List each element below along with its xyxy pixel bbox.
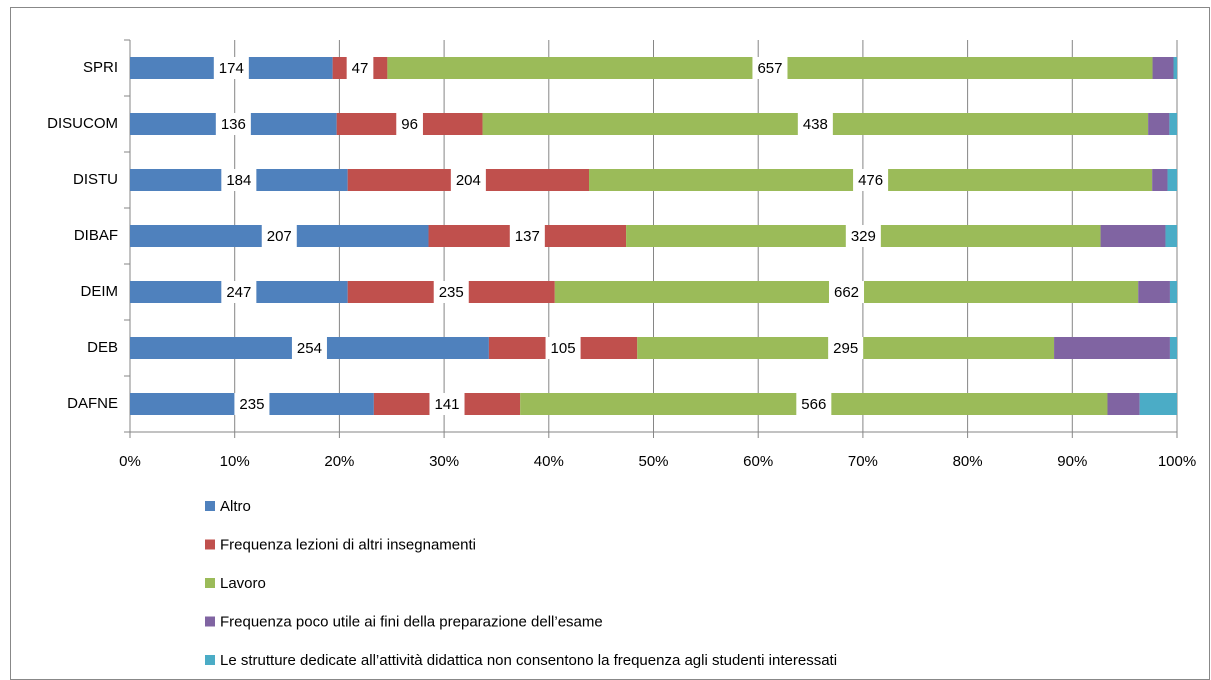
x-tick-label: 80%: [953, 453, 983, 470]
data-label-bg: [853, 169, 889, 191]
data-label: 105: [551, 340, 576, 357]
bar-segment: [1139, 393, 1177, 415]
bar-segment: [1100, 225, 1166, 247]
legend-label: Le strutture dedicate all’attività didat…: [220, 652, 837, 669]
data-label-bg: [215, 113, 251, 135]
data-label-bg: [828, 281, 865, 303]
x-tick-label: 60%: [743, 453, 773, 470]
y-tick-label: DISTU: [73, 171, 118, 188]
data-label-bg: [797, 113, 833, 135]
y-tick-label: DEIM: [81, 283, 119, 300]
data-label-bg: [213, 57, 249, 79]
data-label: 566: [801, 396, 826, 413]
bar-segment: [1165, 225, 1177, 247]
bar-segment: [1167, 169, 1177, 191]
legend-label: Frequenza lezioni di altri insegnamenti: [220, 536, 476, 553]
data-label: 141: [434, 396, 459, 413]
y-tick-label: DEB: [87, 339, 118, 356]
x-tick-label: 90%: [1057, 453, 1087, 470]
legend-swatch: [205, 616, 215, 627]
x-tick-label: 20%: [324, 453, 354, 470]
data-label-bg: [261, 225, 297, 247]
x-tick-label: 0%: [119, 453, 141, 470]
legend-swatch: [205, 539, 215, 550]
legend-swatch: [205, 501, 215, 511]
bar-segment: [1169, 281, 1177, 303]
data-label-bg: [234, 393, 270, 415]
y-tick-label: DAFNE: [67, 395, 118, 412]
bar-segment: [1169, 337, 1177, 359]
data-label: 247: [226, 284, 251, 301]
data-label: 657: [757, 60, 782, 77]
data-label: 476: [858, 172, 883, 189]
data-label-bg: [221, 281, 257, 303]
data-label: 254: [297, 340, 322, 357]
legend-swatch: [205, 578, 215, 588]
bar-segment: [1054, 337, 1170, 359]
data-label: 47: [352, 60, 369, 77]
y-tick-label: DISUCOM: [47, 115, 118, 132]
data-label-bg: [429, 393, 465, 415]
data-label: 204: [456, 172, 481, 189]
data-label: 184: [226, 172, 251, 189]
data-label-bg: [221, 169, 257, 191]
legend-swatch: [205, 655, 215, 665]
data-label: 137: [515, 228, 540, 245]
data-label: 438: [803, 116, 828, 133]
data-label: 235: [439, 284, 464, 301]
data-label-bg: [545, 337, 581, 359]
data-label: 329: [851, 228, 876, 245]
x-tick-label: 30%: [429, 453, 459, 470]
data-label-bg: [346, 57, 374, 79]
bar-segment: [1152, 57, 1174, 79]
x-tick-label: 50%: [638, 453, 668, 470]
data-label-bg: [396, 113, 423, 135]
bar-segment: [1138, 281, 1170, 303]
y-tick-label: SPRI: [83, 59, 118, 76]
x-tick-label: 100%: [1158, 453, 1196, 470]
data-label-bg: [845, 225, 881, 247]
data-label-bg: [291, 337, 327, 359]
x-tick-label: 40%: [534, 453, 564, 470]
bar-segment: [1148, 113, 1170, 135]
data-label-bg: [752, 57, 788, 79]
data-label-bg: [509, 225, 545, 247]
data-label-bg: [796, 393, 832, 415]
data-label: 662: [834, 284, 859, 301]
legend-label: Frequenza poco utile ai fini della prepa…: [220, 613, 603, 630]
data-label: 136: [221, 116, 246, 133]
data-label-bg: [433, 281, 469, 303]
data-label-bg: [450, 169, 486, 191]
data-label: 235: [239, 396, 264, 413]
y-tick-label: DIBAF: [74, 227, 118, 244]
bar-segment: [1169, 113, 1177, 135]
bar-segment: [1173, 57, 1177, 79]
bar-segment: [1107, 393, 1140, 415]
legend-label: Altro: [220, 498, 251, 515]
bar-segment: [1152, 169, 1168, 191]
data-label-bg: [828, 337, 864, 359]
data-label: 96: [401, 116, 418, 133]
data-label: 207: [267, 228, 292, 245]
legend-label: Lavoro: [220, 575, 266, 592]
data-label: 295: [833, 340, 858, 357]
x-tick-label: 70%: [848, 453, 878, 470]
data-label: 174: [219, 60, 244, 77]
x-tick-label: 10%: [220, 453, 250, 470]
